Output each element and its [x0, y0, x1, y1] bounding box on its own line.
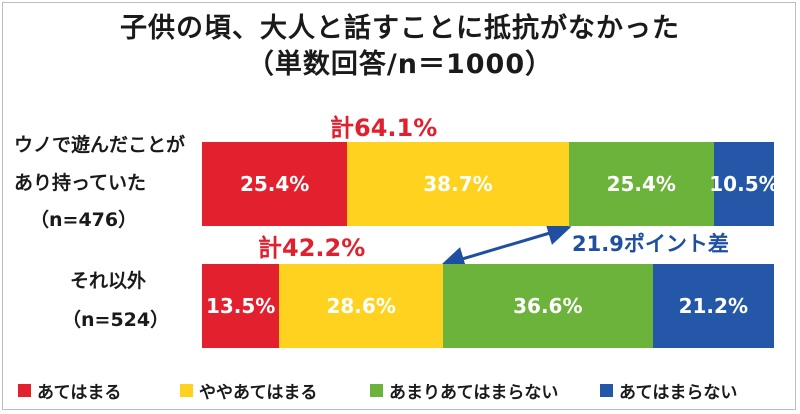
data-label-row-1-series-1: 25.4%: [239, 172, 310, 196]
data-label-row-2-series-4: 21.2%: [678, 294, 748, 318]
data-label-row-2-series-1: 13.5%: [205, 294, 276, 318]
legend-item-4: あてはまらない: [600, 378, 737, 403]
bar-segment-row-2-series-4: 21.2%: [652, 264, 774, 348]
category-label-2-line-2: （n=524）: [62, 309, 170, 331]
bar-segment-row-1-series-2: 38.7%: [347, 142, 569, 226]
total-label-row-2: 計42.2%: [258, 234, 366, 262]
legend-label-4: あてはまらない: [619, 383, 738, 403]
bar-segment-row-2-series-2: 28.6%: [279, 264, 444, 348]
category-label-2-line-1: それ以外: [70, 270, 147, 292]
legend-swatch-4: [600, 384, 613, 397]
data-label-row-1-series-2: 38.7%: [423, 172, 493, 196]
category-label-1-line-2: あり持っていた: [14, 172, 147, 194]
bar-segment-row-2-series-3: 36.6%: [443, 264, 653, 348]
bar-segment-row-1-series-4: 10.5%: [709, 142, 779, 226]
category-label-1-line-3: （n=476）: [30, 209, 138, 231]
legend-item-3: あまりあてはまらない: [370, 378, 558, 403]
data-label-row-2-series-2: 28.6%: [326, 294, 396, 318]
chart-subtitle: （単数回答/n＝1000）: [246, 49, 554, 80]
legend: あてはまる ややあてはまる あまりあてはまらない あてはまらない: [0, 378, 800, 408]
chart-frame: [2, 2, 796, 410]
bar-segment-row-2-series-1: 13.5%: [202, 264, 280, 348]
legend-item-1: あてはまる: [18, 378, 121, 403]
legend-swatch-2: [180, 384, 193, 397]
data-label-row-1-series-4: 10.5%: [709, 172, 779, 196]
legend-label-2: ややあてはまる: [199, 383, 318, 403]
bar-segment-row-1-series-3: 25.4%: [568, 142, 714, 226]
legend-swatch-1: [18, 384, 31, 397]
difference-label: 21.9ポイント差: [572, 232, 729, 256]
chart-title: 子供の頃、大人と話すことに抵抗がなかった: [120, 13, 680, 44]
data-label-row-1-series-3: 25.4%: [606, 172, 676, 196]
bar-segment-row-1-series-1: 25.4%: [202, 142, 348, 226]
legend-item-2: ややあてはまる: [180, 378, 317, 403]
data-label-row-2-series-3: 36.6%: [513, 294, 583, 318]
legend-label-1: あてはまる: [37, 383, 122, 403]
total-label-row-1: 計64.1%: [330, 114, 438, 142]
category-label-1-line-1: ウノで遊んだことが: [14, 134, 186, 156]
legend-swatch-3: [370, 384, 383, 397]
legend-label-3: あまりあてはまらない: [389, 383, 559, 403]
